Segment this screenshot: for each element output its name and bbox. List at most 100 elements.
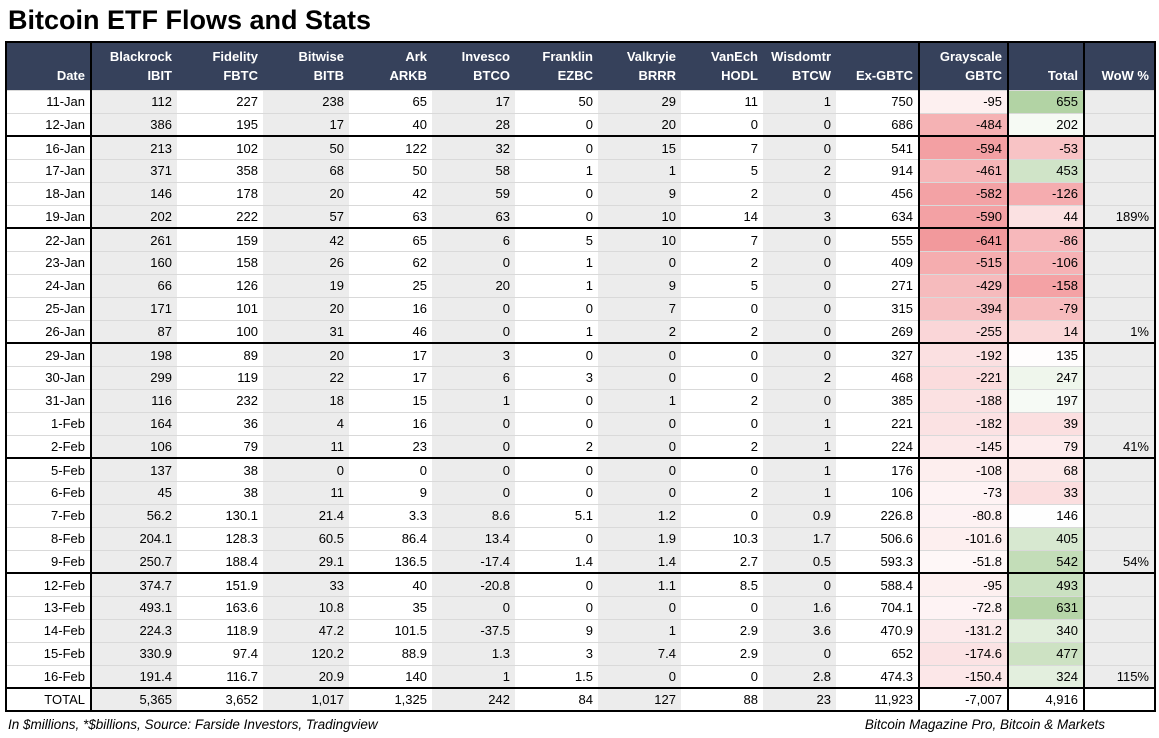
cell-btco: 6 bbox=[432, 227, 515, 252]
cell-hodl: 7 bbox=[681, 227, 763, 252]
cell-exgbtc: 588.4 bbox=[836, 572, 919, 597]
cell-exgbtc: 652 bbox=[836, 641, 919, 666]
column-header-line2: BITB bbox=[313, 68, 344, 84]
cell-gbtc: -221 bbox=[918, 365, 1009, 390]
cell-brrr: 0 bbox=[598, 365, 681, 390]
cell-brrr: 1 bbox=[598, 388, 681, 413]
cell-btco: 1 bbox=[432, 388, 515, 413]
cell-date: 13-Feb bbox=[6, 595, 92, 620]
cell-ezbc: 0 bbox=[515, 204, 598, 229]
cell-brrr: 1 bbox=[598, 158, 681, 183]
cell-exgbtc: 327 bbox=[836, 342, 919, 367]
cell-fbtc: 358 bbox=[177, 158, 263, 183]
cell-arkb: 16 bbox=[349, 296, 432, 321]
cell-fbtc: 97.4 bbox=[177, 641, 263, 666]
column-header-line1: Fidelity bbox=[212, 49, 258, 65]
cell-wow bbox=[1084, 227, 1155, 252]
table-row: 16-Feb 191.4 116.7 20.9 140 1 1.5 0 0 2.8 474.3 -15… bbox=[6, 664, 1155, 689]
cell-fbtc: 101 bbox=[177, 296, 263, 321]
column-header-line1: Ark bbox=[405, 49, 427, 65]
cell-fbtc: 79 bbox=[177, 434, 263, 459]
column-header-line1 bbox=[1085, 48, 1149, 67]
cell-ezbc: 5.1 bbox=[515, 503, 598, 528]
cell-bitb: 18 bbox=[263, 388, 349, 413]
cell-brrr: 7 bbox=[598, 296, 681, 321]
cell-gbtc: -582 bbox=[918, 181, 1009, 206]
cell-ibit: 164 bbox=[91, 411, 177, 436]
cell-bitb: 33 bbox=[263, 572, 349, 597]
cell-hodl: 8.5 bbox=[681, 572, 763, 597]
table-row: 17-Jan 371 358 68 50 58 1 1 5 2 914 -461 453 bbox=[6, 158, 1155, 183]
cell-bitb: 22 bbox=[263, 365, 349, 390]
cell-arkb: 136.5 bbox=[349, 549, 432, 574]
column-header-line2: FBTC bbox=[223, 68, 258, 84]
cell-btcw: 1.7 bbox=[763, 526, 836, 551]
cell-total: 68 bbox=[1008, 457, 1085, 482]
cell-hodl: 7 bbox=[681, 135, 763, 160]
cell-hodl: 0 bbox=[681, 457, 763, 482]
total-cell-wow bbox=[1084, 687, 1155, 713]
cell-total: 477 bbox=[1008, 641, 1085, 666]
cell-arkb: 25 bbox=[349, 273, 432, 298]
column-header-line2: Ex-GBTC bbox=[855, 68, 913, 84]
cell-btco: 28 bbox=[432, 112, 515, 137]
cell-wow: 54% bbox=[1084, 549, 1155, 574]
cell-wow bbox=[1084, 342, 1155, 367]
cell-fbtc: 100 bbox=[177, 319, 263, 344]
cell-ezbc: 1 bbox=[515, 319, 598, 344]
cell-arkb: 3.3 bbox=[349, 503, 432, 528]
column-header-line2: GBTC bbox=[965, 68, 1002, 84]
cell-btcw: 0 bbox=[763, 273, 836, 298]
cell-bitb: 21.4 bbox=[263, 503, 349, 528]
table-row: 25-Jan 171 101 20 16 0 0 7 0 0 315 -394 -79 bbox=[6, 296, 1155, 321]
cell-bitb: 4 bbox=[263, 411, 349, 436]
cell-ezbc: 0 bbox=[515, 595, 598, 620]
cell-total: -53 bbox=[1008, 135, 1085, 160]
cell-ibit: 224.3 bbox=[91, 618, 177, 643]
cell-gbtc: -461 bbox=[918, 158, 1009, 183]
footer-source-note: In $millions, *$billions, Source: Farsid… bbox=[8, 717, 378, 733]
cell-date: 18-Jan bbox=[6, 181, 92, 206]
cell-ibit: 137 bbox=[91, 457, 177, 482]
cell-exgbtc: 269 bbox=[836, 319, 919, 344]
cell-btcw: 1 bbox=[763, 434, 836, 459]
cell-hodl: 2 bbox=[681, 250, 763, 275]
cell-total: 247 bbox=[1008, 365, 1085, 390]
cell-btcw: 2 bbox=[763, 365, 836, 390]
cell-fbtc: 119 bbox=[177, 365, 263, 390]
cell-brrr: 0 bbox=[598, 480, 681, 505]
cell-arkb: 65 bbox=[349, 227, 432, 252]
cell-btco: 0 bbox=[432, 595, 515, 620]
cell-ibit: 116 bbox=[91, 388, 177, 413]
cell-btcw: 0 bbox=[763, 135, 836, 160]
cell-date: 12-Jan bbox=[6, 112, 92, 137]
column-header-ibit: Blackrock IBIT bbox=[91, 42, 177, 91]
total-row: TOTAL 5,365 3,652 1,017 1,325 242 84 127 88 23 11,… bbox=[6, 687, 1155, 713]
cell-exgbtc: 271 bbox=[836, 273, 919, 298]
cell-ezbc: 0 bbox=[515, 572, 598, 597]
cell-btcw: 0 bbox=[763, 296, 836, 321]
cell-date: 31-Jan bbox=[6, 388, 92, 413]
cell-wow bbox=[1084, 457, 1155, 482]
table-row: 15-Feb 330.9 97.4 120.2 88.9 1.3 3 7.4 2.9 0 652 -1… bbox=[6, 641, 1155, 666]
column-header-total: Total bbox=[1008, 42, 1085, 91]
cell-wow bbox=[1084, 273, 1155, 298]
table-row: 9-Feb 250.7 188.4 29.1 136.5 -17.4 1.4 1.4 2.7 0.… bbox=[6, 549, 1155, 574]
cell-total: -158 bbox=[1008, 273, 1085, 298]
table-row: 18-Jan 146 178 20 42 59 0 9 2 0 456 -582 -126 bbox=[6, 181, 1155, 206]
cell-gbtc: -484 bbox=[918, 112, 1009, 137]
cell-date: 6-Feb bbox=[6, 480, 92, 505]
cell-btcw: 0.9 bbox=[763, 503, 836, 528]
cell-gbtc: -594 bbox=[918, 135, 1009, 160]
cell-arkb: 17 bbox=[349, 365, 432, 390]
cell-arkb: 86.4 bbox=[349, 526, 432, 551]
cell-brrr: 0 bbox=[598, 250, 681, 275]
cell-date: 15-Feb bbox=[6, 641, 92, 666]
cell-ibit: 198 bbox=[91, 342, 177, 367]
table-row: 26-Jan 87 100 31 46 0 1 2 2 0 269 -255 14 1% bbox=[6, 319, 1155, 344]
cell-btco: 0 bbox=[432, 480, 515, 505]
cell-bitb: 31 bbox=[263, 319, 349, 344]
cell-gbtc: -429 bbox=[918, 273, 1009, 298]
cell-total: 542 bbox=[1008, 549, 1085, 574]
cell-brrr: 0 bbox=[598, 411, 681, 436]
